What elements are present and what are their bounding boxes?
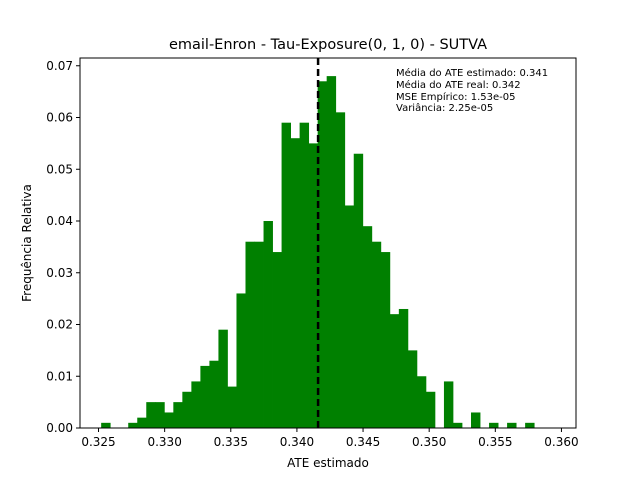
x-tick-label: 0.350 [412,435,446,449]
histogram-bar [227,386,237,428]
histogram-bar [380,252,391,428]
histogram-bar [146,402,156,428]
histogram-bar [155,402,165,428]
plot-frame [79,57,577,429]
histogram-bar [335,112,346,428]
histogram-bar [137,417,147,428]
histogram-bar [128,422,138,428]
stats-annotation: Média do ATE estimado: 0.341 Média do AT… [396,67,548,114]
histogram-bar [182,391,192,428]
histogram-bar [200,365,210,428]
y-tick-label: 0.03 [46,266,73,280]
histogram-bar [353,153,364,429]
histogram-bar [443,381,454,428]
histogram-bar [101,422,111,428]
y-tick-label: 0.06 [46,111,73,125]
annotation-mean-estimated: Média do ATE estimado: 0.341 [396,67,548,79]
histogram-bar [290,138,301,429]
histogram-bar [272,252,282,428]
histogram-bar [245,241,255,428]
histogram-bar [362,226,373,428]
histogram-bar [299,122,310,429]
histogram-bar [326,76,337,429]
histogram-bar [507,422,517,428]
histogram-bar [281,122,291,429]
x-axis-title: ATE estimado [287,456,369,470]
x-tick-label: 0.330 [147,435,181,449]
histogram-bar [173,402,183,428]
histogram-bar [416,376,427,428]
histogram-bar [236,293,246,428]
histogram-bar [471,412,481,428]
y-tick-label: 0.01 [46,369,73,383]
y-tick-label: 0.07 [46,59,73,73]
x-axis-ticks: 0.325 0.330 0.335 0.340 0.345 0.350 0.355 0.360 [81,428,579,449]
histogram-bar [525,422,535,428]
histogram-bar [452,422,463,428]
y-tick-label: 0.02 [46,318,73,332]
y-axis-title: Frequência Relativa [20,184,34,302]
histogram-bar [263,221,273,428]
histogram-bar [344,205,355,428]
histogram-bar [164,412,174,428]
histogram-bar [218,329,228,428]
histogram-bar [425,391,436,428]
bars-group [101,76,535,429]
x-tick-label: 0.355 [478,435,512,449]
histogram-bar [191,381,201,428]
histogram-bar [489,422,499,428]
histogram-bar [254,241,264,428]
histogram-bar [317,81,328,428]
x-tick-label: 0.340 [280,435,314,449]
y-tick-label: 0.04 [46,214,73,228]
annotation-mean-real: Média do ATE real: 0.342 [396,79,521,91]
histogram-bar [209,360,219,428]
y-tick-label: 0.05 [46,162,73,176]
x-tick-label: 0.345 [346,435,380,449]
y-axis-ticks: 0.00 0.01 0.02 0.03 0.04 0.05 0.06 0.07 [46,59,80,435]
x-tick-label: 0.335 [214,435,248,449]
x-tick-label: 0.360 [544,435,578,449]
histogram-bar [398,308,409,428]
histogram-bar [389,314,400,428]
histogram-bar [371,241,382,428]
x-tick-label: 0.325 [81,435,115,449]
histogram-bar [407,350,418,428]
annotation-variance: Variância: 2.25e-05 [396,102,493,114]
histogram-bar [308,143,319,428]
annotation-mse: MSE Empírico: 1.53e-05 [396,91,515,103]
y-tick-label: 0.00 [46,421,73,435]
chart-title: email-Enron - Tau-Exposure(0, 1, 0) - SU… [169,37,487,53]
